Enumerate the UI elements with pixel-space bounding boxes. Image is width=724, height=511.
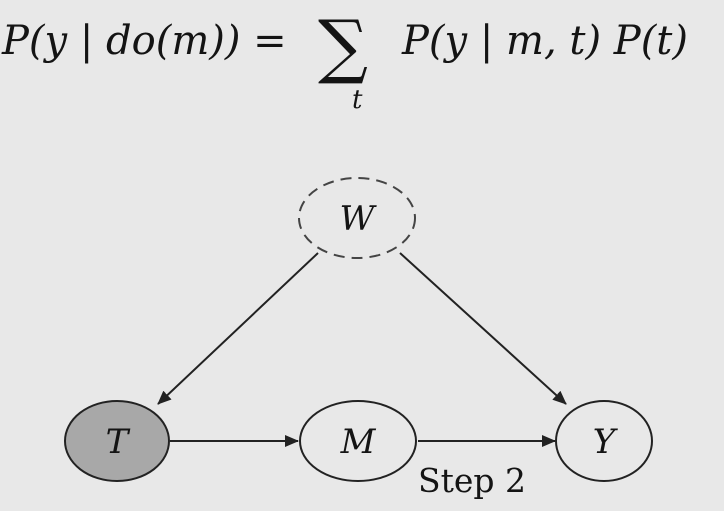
edge-w-to-t (157, 252, 319, 405)
node-w: W (298, 177, 416, 259)
node-m-label: M (340, 422, 377, 462)
formula-sum-index: t (352, 85, 363, 115)
step-label: Step 2 (418, 461, 526, 500)
formula-rhs: P(y | m, t) P(t) (401, 18, 688, 64)
node-w-ellipse (298, 177, 416, 259)
node-m: M (299, 400, 417, 482)
node-t-label: T (106, 422, 131, 462)
node-y: Y (555, 400, 653, 482)
formula-sum-symbol: ∑ (318, 5, 368, 87)
node-t: T (64, 400, 170, 482)
formula: P(y | do(m)) = ∑ t P(y | m, t) P(t) (1, 5, 688, 115)
formula-lhs: P(y | do(m)) = (1, 18, 287, 64)
node-t-ellipse (64, 400, 170, 482)
node-y-ellipse (555, 400, 653, 482)
node-m-ellipse (299, 400, 417, 482)
edges (157, 252, 567, 447)
edge-w-to-y (399, 252, 567, 405)
node-y-label: Y (593, 422, 619, 462)
node-w-label: W (340, 199, 378, 239)
